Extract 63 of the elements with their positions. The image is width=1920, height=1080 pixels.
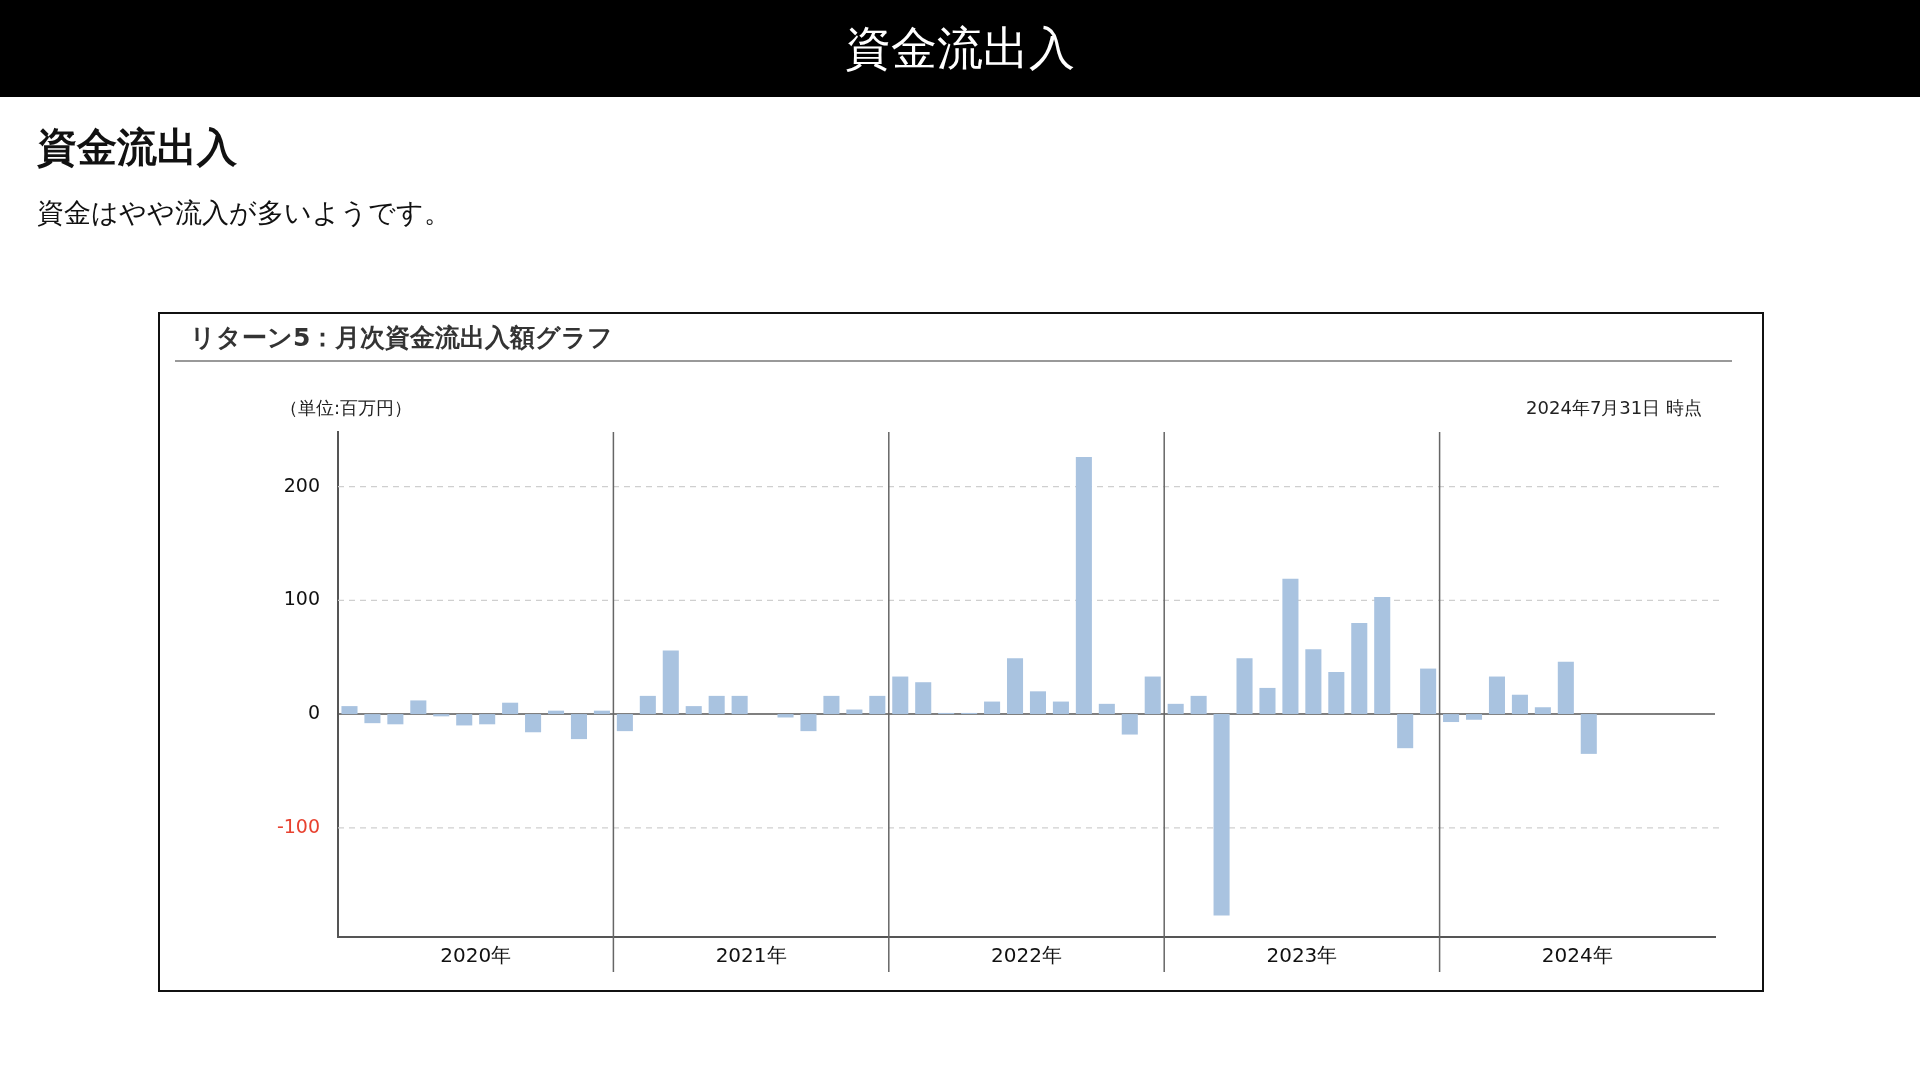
y-tick-label: 200 xyxy=(283,473,320,496)
bar xyxy=(1121,714,1138,735)
bar xyxy=(1534,707,1551,715)
bar xyxy=(800,714,817,732)
bar xyxy=(1557,661,1574,715)
bar xyxy=(1305,649,1322,715)
x-tick-label: 2021年 xyxy=(715,943,787,968)
bar xyxy=(639,695,656,715)
bar xyxy=(1420,668,1437,715)
bar xyxy=(984,701,1001,715)
bar xyxy=(777,714,794,718)
bar xyxy=(1511,694,1528,715)
bar xyxy=(1075,457,1092,715)
bar xyxy=(341,706,358,715)
bar xyxy=(1351,623,1368,715)
bar xyxy=(570,714,588,740)
bar xyxy=(1374,596,1391,715)
bar xyxy=(869,695,886,715)
bar xyxy=(892,676,909,715)
bar xyxy=(387,714,404,725)
x-tick-label: 2023年 xyxy=(1266,943,1338,968)
bar xyxy=(502,702,519,715)
bar xyxy=(1029,691,1047,715)
bar xyxy=(1282,578,1299,715)
text: （単位:百万円） xyxy=(280,396,413,420)
bar xyxy=(1259,687,1276,715)
x-tick-label: 2022年 xyxy=(991,943,1062,968)
bar xyxy=(1144,676,1161,715)
bar xyxy=(685,706,702,715)
y-tick-label: 100 xyxy=(283,587,320,610)
bar xyxy=(1236,658,1253,715)
bar xyxy=(1488,676,1506,715)
bar xyxy=(616,714,633,732)
x-tick-label: 2024年 xyxy=(1541,943,1613,968)
bar xyxy=(1006,658,1024,715)
bar xyxy=(525,714,542,733)
chart-title: 資金流出入 xyxy=(0,0,1920,97)
bar xyxy=(823,695,840,715)
bar xyxy=(1098,703,1115,715)
text: 資金流出入 xyxy=(37,123,237,172)
chart-subtitle: 資金はやや流入が多いようです。 xyxy=(37,196,451,230)
x-tick-label: 2020年 xyxy=(440,943,512,968)
y-tick-label: -100 xyxy=(276,814,320,837)
bar xyxy=(1465,714,1483,720)
bar xyxy=(915,682,932,715)
bar xyxy=(1213,714,1230,916)
bar xyxy=(1328,671,1345,715)
bar xyxy=(1190,695,1207,715)
bar xyxy=(1580,714,1597,754)
bar xyxy=(364,714,381,724)
bar xyxy=(1397,714,1414,749)
bar xyxy=(731,695,748,715)
bar xyxy=(479,714,496,725)
bar xyxy=(708,695,725,715)
text: 2024年7月31日 時点 xyxy=(1526,396,1702,420)
bar xyxy=(410,700,427,715)
bar xyxy=(1167,703,1184,715)
bar xyxy=(1052,701,1069,715)
bar xyxy=(456,714,473,726)
bar xyxy=(662,650,679,715)
bar xyxy=(1443,714,1460,723)
text: リターン5：月次資金流出入額グラフ xyxy=(190,322,614,354)
y-tick-label: 0 xyxy=(307,701,320,724)
